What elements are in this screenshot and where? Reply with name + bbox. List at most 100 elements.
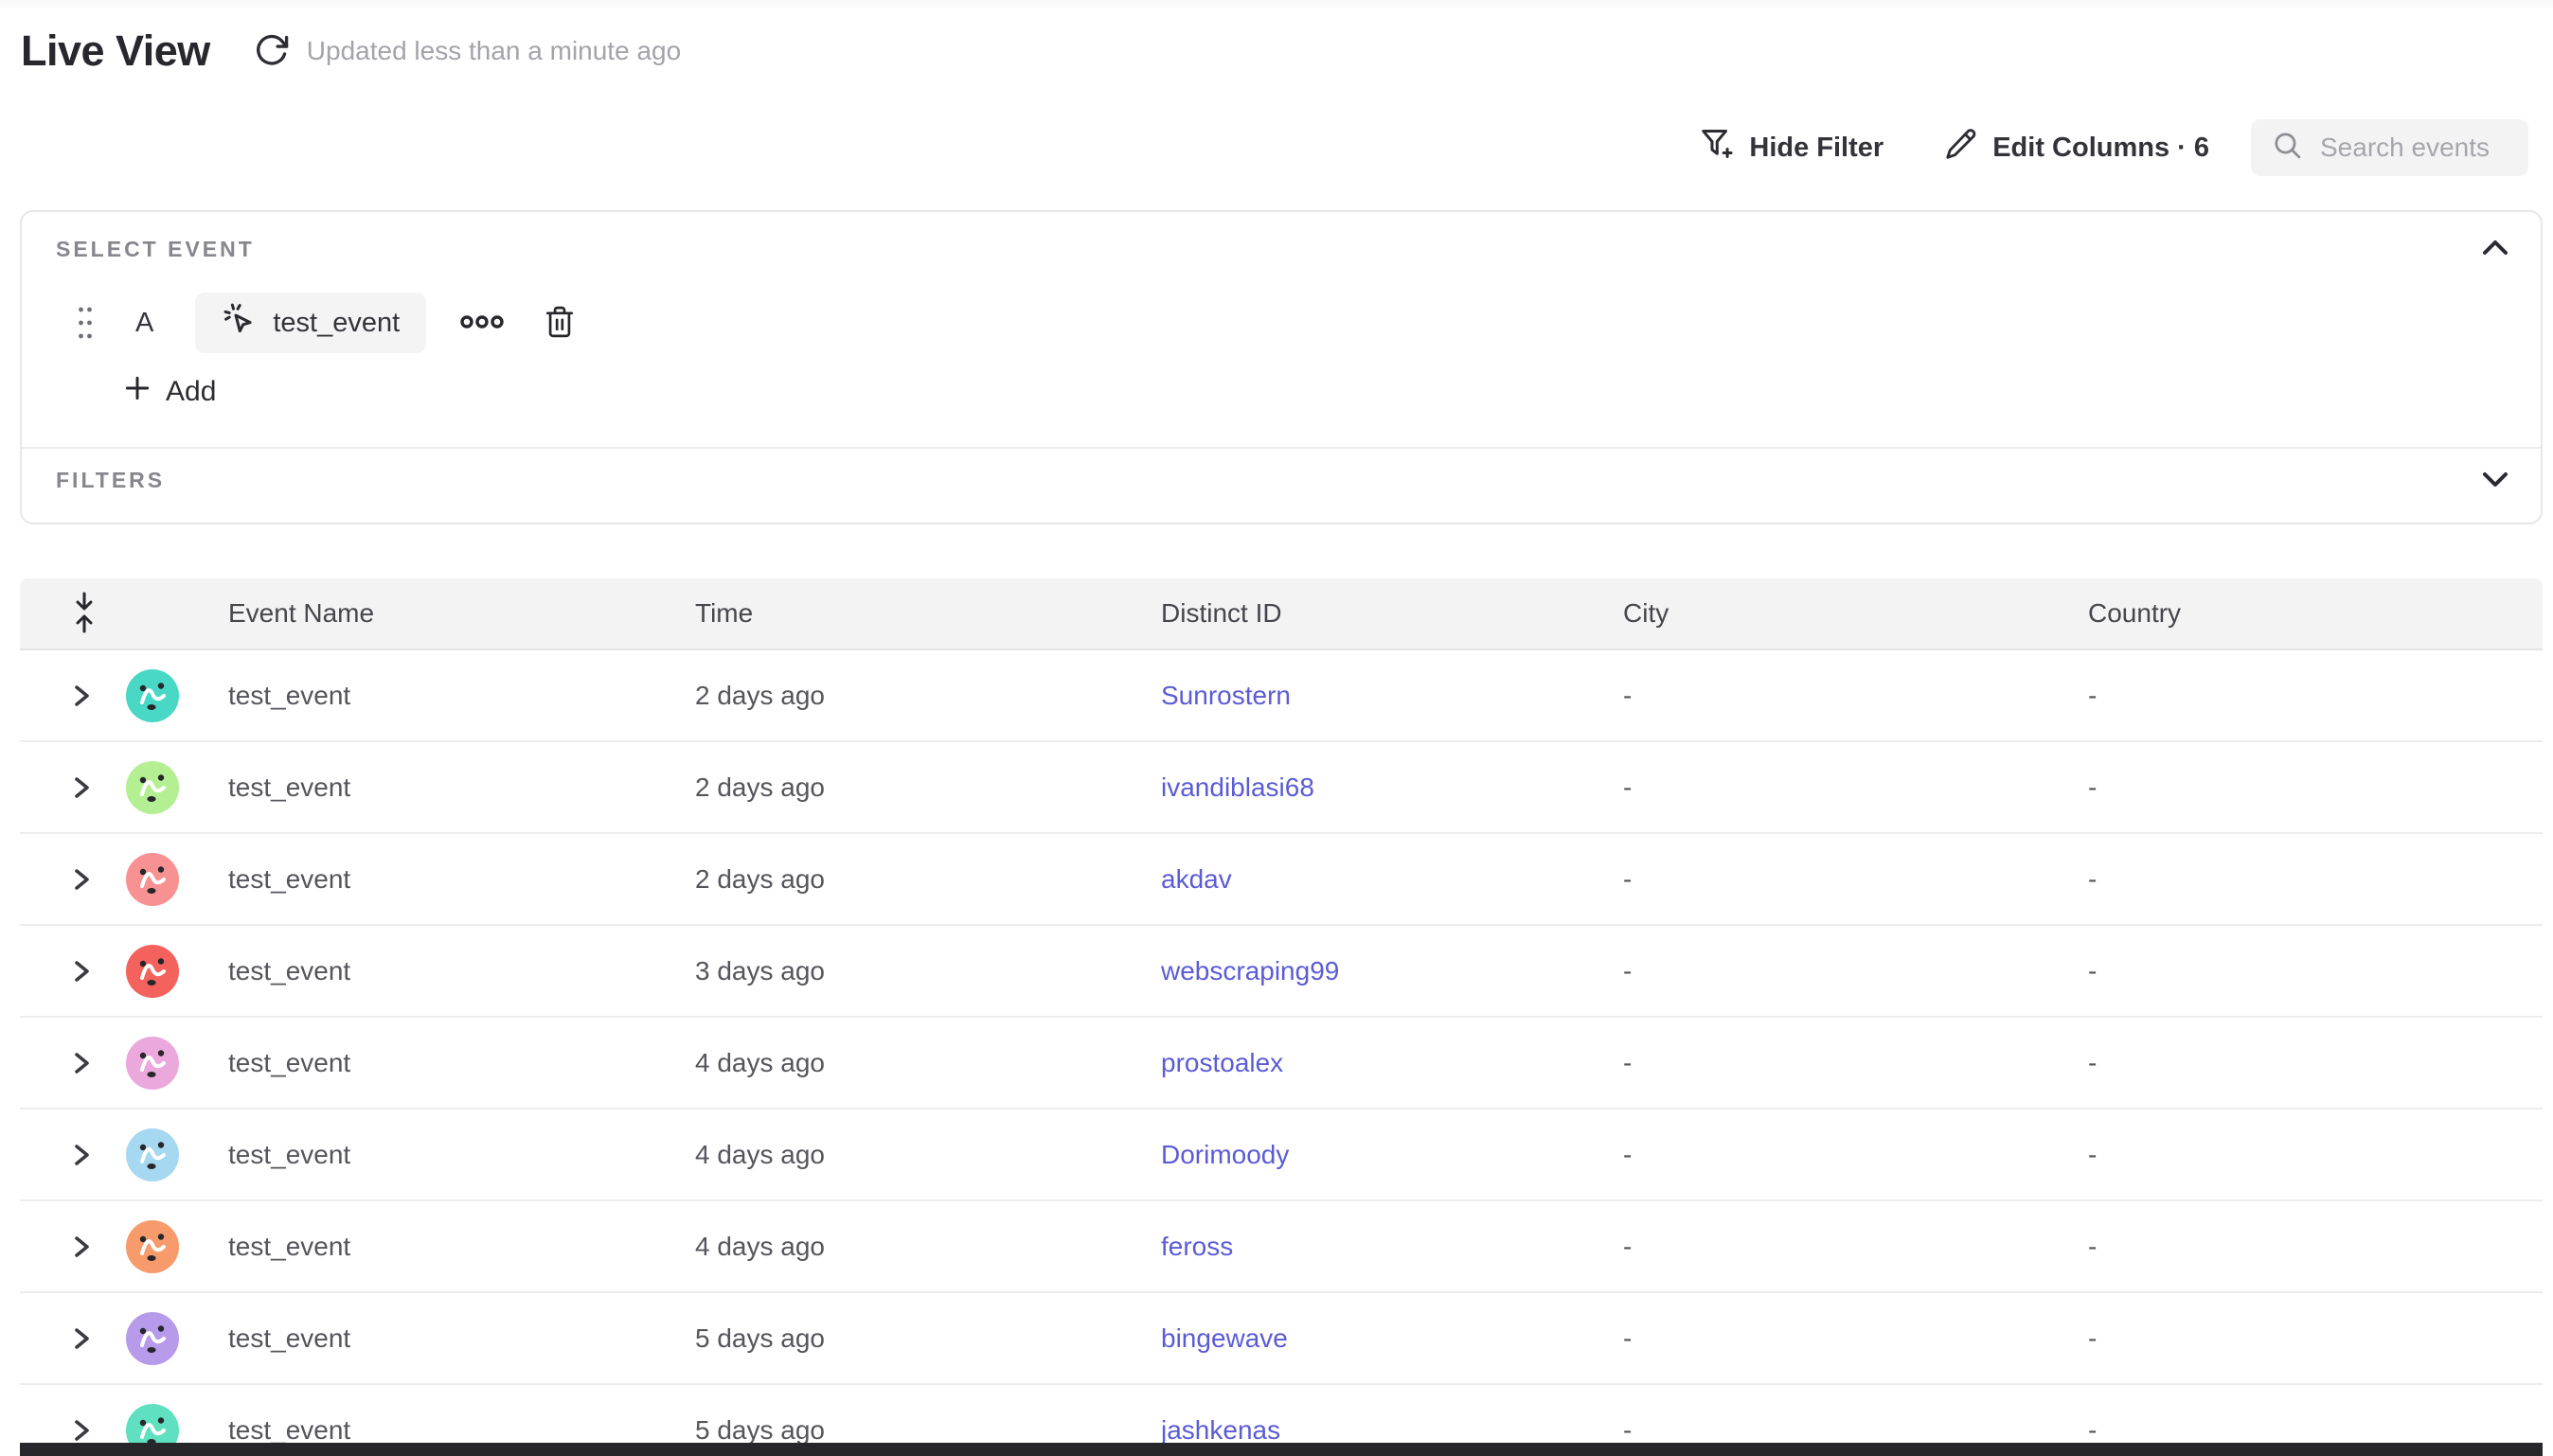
column-header-country: Country <box>2088 598 2182 628</box>
country-value: - <box>2088 680 2098 710</box>
select-event-section-label: SELECT EVENT <box>56 237 255 261</box>
country-value: - <box>2088 1323 2098 1353</box>
refresh-icon <box>253 32 289 71</box>
hide-filter-label: Hide Filter <box>1749 132 1884 163</box>
expand-row-icon[interactable] <box>69 684 94 708</box>
table-row[interactable]: test_event 5 days ago bingewave - - <box>20 1293 2543 1385</box>
city-value: - <box>1623 1139 1633 1169</box>
event-time: 2 days ago <box>695 680 825 710</box>
event-time: 3 days ago <box>695 955 825 985</box>
city-value: - <box>1623 772 1633 802</box>
event-name: test_event <box>228 1231 351 1261</box>
distinct-id-link[interactable]: jashkenas <box>1161 1414 1281 1445</box>
window-top-edge <box>0 0 2553 8</box>
table-body: test_event 2 days ago Sunrostern - - <box>20 650 2543 1456</box>
distinct-id-link[interactable]: bingewave <box>1161 1323 1288 1353</box>
chevron-up-icon <box>2479 240 2511 261</box>
event-time: 5 days ago <box>695 1323 825 1353</box>
expand-filters-button[interactable] <box>2474 464 2516 496</box>
city-value: - <box>1623 863 1633 894</box>
user-avatar <box>126 668 179 722</box>
trash-icon <box>544 304 576 343</box>
expand-row-icon[interactable] <box>69 959 94 984</box>
event-time: 2 days ago <box>695 863 825 894</box>
table-row[interactable]: test_event 3 days ago webscraping99 - - <box>20 926 2543 1018</box>
event-name: test_event <box>228 1047 351 1077</box>
event-time: 2 days ago <box>695 772 825 802</box>
query-panel: SELECT EVENT A <box>20 210 2543 524</box>
collapse-vertical-icon <box>67 590 101 638</box>
expand-row-icon[interactable] <box>69 1143 94 1167</box>
table-row[interactable]: test_event 4 days ago Dorimoody - - <box>20 1110 2543 1201</box>
drag-handle-icon[interactable] <box>77 304 94 342</box>
user-avatar <box>126 1311 179 1365</box>
edit-columns-button[interactable]: Edit Columns · 6 <box>1944 127 2209 169</box>
distinct-id-link[interactable]: ivandiblasi68 <box>1161 772 1314 802</box>
event-selector-chip[interactable]: test_event <box>195 293 427 353</box>
event-name: test_event <box>228 772 351 802</box>
country-value: - <box>2088 863 2098 894</box>
event-row-letter: A <box>135 307 154 338</box>
event-name: test_event <box>228 863 351 894</box>
city-value: - <box>1623 1414 1633 1445</box>
city-value: - <box>1623 955 1633 985</box>
distinct-id-link[interactable]: prostoalex <box>1161 1047 1284 1077</box>
event-name: test_event <box>228 680 351 710</box>
toolbar: Hide Filter Edit Columns · 6 <box>1699 119 2528 176</box>
collapse-select-event-button[interactable] <box>2474 233 2516 265</box>
search-box[interactable] <box>2251 119 2528 176</box>
country-value: - <box>2088 1139 2098 1169</box>
filter-plus-icon <box>1699 126 1735 169</box>
distinct-id-link[interactable]: Dorimoody <box>1161 1139 1290 1169</box>
event-time: 4 days ago <box>695 1139 825 1169</box>
expand-row-icon[interactable] <box>69 1418 94 1443</box>
search-icon <box>2272 130 2303 166</box>
panel-divider <box>22 447 2541 449</box>
user-avatar <box>126 944 179 998</box>
event-time: 4 days ago <box>695 1047 825 1077</box>
table-row[interactable]: test_event 2 days ago akdav - - <box>20 834 2543 926</box>
event-name: test_event <box>228 955 351 985</box>
search-input[interactable] <box>2320 133 2509 163</box>
expand-row-icon[interactable] <box>69 1234 94 1259</box>
event-time: 4 days ago <box>695 1231 825 1261</box>
cursor-click-icon <box>222 301 258 345</box>
event-name: test_event <box>228 1323 351 1353</box>
delete-event-button[interactable] <box>544 304 576 343</box>
edit-columns-label: Edit Columns · 6 <box>1992 132 2209 163</box>
hide-filter-button[interactable]: Hide Filter <box>1699 126 1884 169</box>
expand-row-icon[interactable] <box>69 1051 94 1075</box>
distinct-id-link[interactable]: feross <box>1161 1231 1234 1261</box>
filters-section-label: FILTERS <box>56 468 166 492</box>
expand-row-icon[interactable] <box>69 1326 94 1351</box>
distinct-id-link[interactable]: Sunrostern <box>1161 680 1291 710</box>
add-button-label: Add <box>166 376 217 407</box>
collapse-all-rows-button[interactable] <box>67 590 101 638</box>
country-value: - <box>2088 1047 2098 1077</box>
country-value: - <box>2088 955 2098 985</box>
table-row[interactable]: test_event 4 days ago feross - - <box>20 1201 2543 1293</box>
city-value: - <box>1623 680 1633 710</box>
event-more-options-button[interactable] <box>460 313 504 333</box>
user-avatar <box>126 1036 179 1090</box>
expand-row-icon[interactable] <box>69 867 94 892</box>
table-row[interactable]: test_event 4 days ago prostoalex - - <box>20 1018 2543 1110</box>
column-header-city: City <box>1623 598 1669 628</box>
city-value: - <box>1623 1047 1633 1077</box>
table-row[interactable]: test_event 2 days ago ivandiblasi68 - - <box>20 742 2543 834</box>
user-avatar <box>126 760 179 814</box>
table-header-row: Event Name Time Distinct ID City Country <box>20 578 2543 650</box>
events-table: Event Name Time Distinct ID City Country <box>20 578 2543 1456</box>
plus-icon <box>122 373 152 411</box>
pencil-icon <box>1944 127 1978 169</box>
refresh-button[interactable] <box>252 32 290 70</box>
add-event-button[interactable]: Add <box>122 373 216 411</box>
table-row[interactable]: test_event 2 days ago Sunrostern - - <box>20 650 2543 742</box>
expand-row-icon[interactable] <box>69 775 94 800</box>
page-title: Live View <box>21 27 210 75</box>
distinct-id-link[interactable]: akdav <box>1161 863 1232 894</box>
viewport-bottom-edge <box>20 1443 2543 1456</box>
distinct-id-link[interactable]: webscraping99 <box>1161 955 1340 985</box>
column-header-distinct-id: Distinct ID <box>1161 598 1282 628</box>
